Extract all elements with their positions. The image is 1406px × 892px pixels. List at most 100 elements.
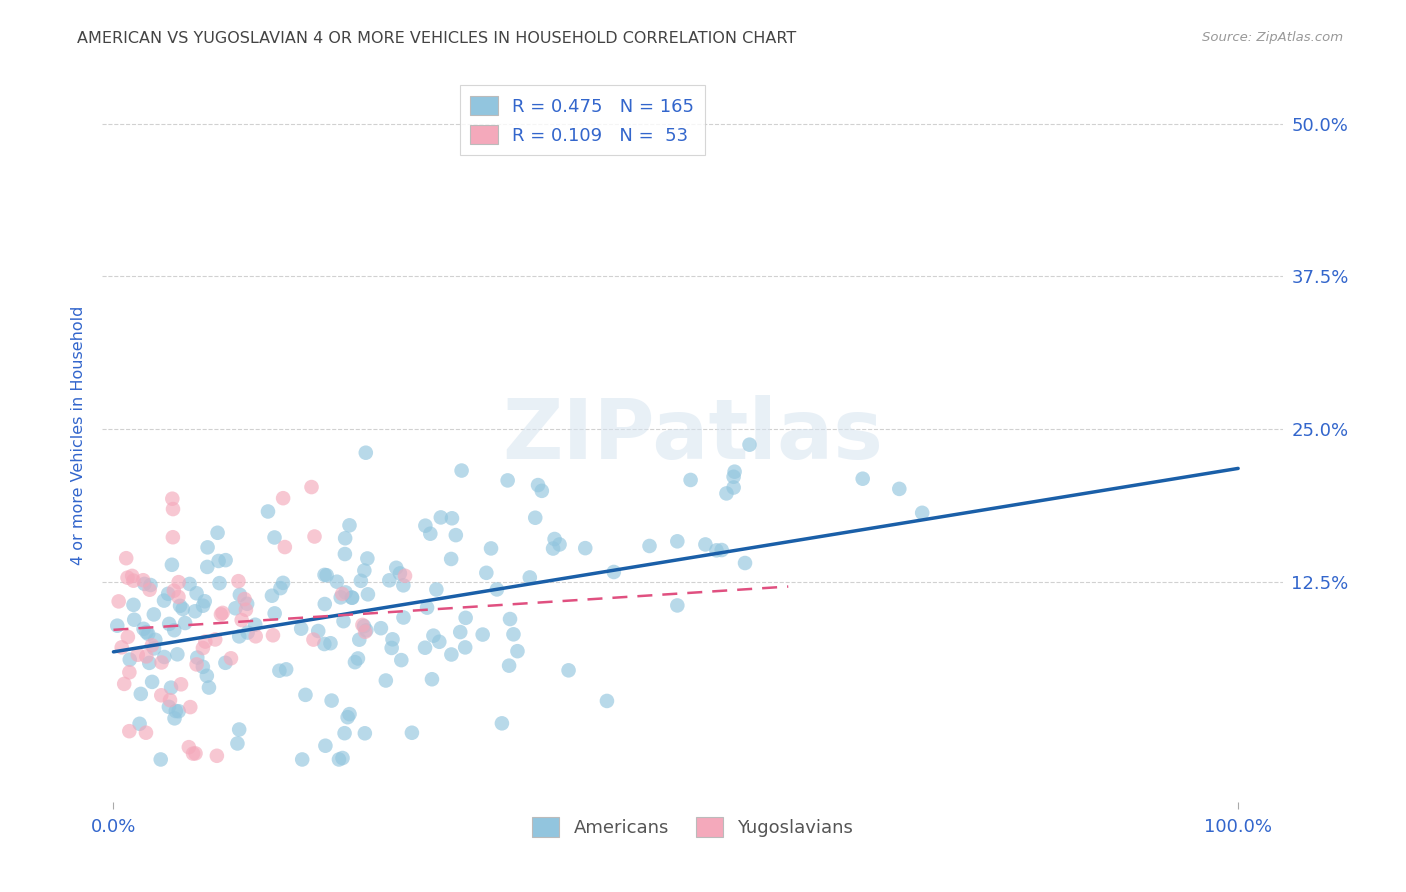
Point [347, 651, 370, 665]
Point [333, 547, 356, 561]
Point [326, 574, 349, 589]
Point [209, 607, 232, 622]
Point [723, 481, 745, 495]
Point [163, 583, 186, 598]
Point [290, 622, 312, 636]
Point [262, 628, 284, 642]
Point [191, 599, 214, 613]
Point [502, 627, 524, 641]
Point [276, 662, 298, 676]
Point [440, 552, 463, 566]
Point [336, 710, 359, 724]
Point [329, 591, 352, 605]
Point [191, 641, 214, 656]
Point [245, 617, 267, 632]
Point [354, 446, 377, 460]
Point [454, 611, 477, 625]
Point [603, 565, 626, 579]
Point [134, 577, 156, 591]
Point [224, 601, 246, 615]
Point [228, 574, 250, 589]
Point [356, 551, 378, 566]
Point [381, 640, 404, 655]
Point [257, 504, 280, 518]
Point [401, 725, 423, 739]
Point [129, 687, 152, 701]
Point [353, 619, 375, 633]
Point [302, 632, 325, 647]
Point [204, 632, 226, 647]
Point [135, 625, 157, 640]
Point [136, 627, 159, 641]
Point [530, 483, 553, 498]
Point [723, 469, 745, 483]
Point [160, 681, 183, 695]
Point [340, 591, 363, 605]
Point [214, 656, 236, 670]
Point [166, 648, 188, 662]
Point [271, 575, 294, 590]
Point [350, 574, 373, 588]
Point [184, 604, 207, 618]
Point [229, 588, 252, 602]
Point [231, 613, 253, 627]
Text: Source: ZipAtlas.com: Source: ZipAtlas.com [1202, 31, 1343, 45]
Point [319, 636, 342, 650]
Point [706, 543, 728, 558]
Point [716, 486, 738, 500]
Point [506, 644, 529, 658]
Point [385, 561, 408, 575]
Point [195, 560, 218, 574]
Point [666, 534, 689, 549]
Text: AMERICAN VS YUGOSLAVIAN 4 OR MORE VEHICLES IN HOUSEHOLD CORRELATION CHART: AMERICAN VS YUGOSLAVIAN 4 OR MORE VEHICL… [77, 31, 797, 46]
Point [132, 622, 155, 636]
Point [498, 658, 520, 673]
Point [149, 752, 172, 766]
Point [118, 665, 141, 680]
Legend: Americans, Yugoslavians: Americans, Yugoslavians [524, 810, 860, 845]
Point [177, 740, 200, 755]
Point [263, 531, 285, 545]
Point [233, 592, 256, 607]
Point [127, 648, 149, 662]
Point [211, 606, 233, 620]
Point [205, 748, 228, 763]
Point [269, 581, 291, 595]
Point [122, 613, 145, 627]
Point [269, 664, 291, 678]
Point [174, 615, 197, 630]
Point [378, 574, 401, 588]
Point [356, 624, 378, 638]
Point [666, 599, 689, 613]
Point [138, 582, 160, 597]
Point [422, 629, 444, 643]
Point [170, 677, 193, 691]
Point [332, 614, 354, 628]
Point [339, 518, 361, 533]
Point [330, 587, 353, 601]
Point [333, 726, 356, 740]
Point [294, 688, 316, 702]
Point [427, 634, 450, 648]
Point [122, 598, 145, 612]
Point [420, 672, 443, 686]
Point [162, 530, 184, 544]
Point [117, 630, 139, 644]
Point [150, 656, 173, 670]
Point [440, 648, 463, 662]
Text: ZIPatlas: ZIPatlas [502, 395, 883, 476]
Point [638, 539, 661, 553]
Point [852, 472, 875, 486]
Point [291, 752, 314, 766]
Point [122, 574, 145, 588]
Point [496, 474, 519, 488]
Point [499, 612, 522, 626]
Point [167, 575, 190, 590]
Point [723, 465, 745, 479]
Point [394, 569, 416, 583]
Point [557, 663, 579, 677]
Point [143, 632, 166, 647]
Point [450, 464, 472, 478]
Point [271, 491, 294, 506]
Point [354, 624, 377, 639]
